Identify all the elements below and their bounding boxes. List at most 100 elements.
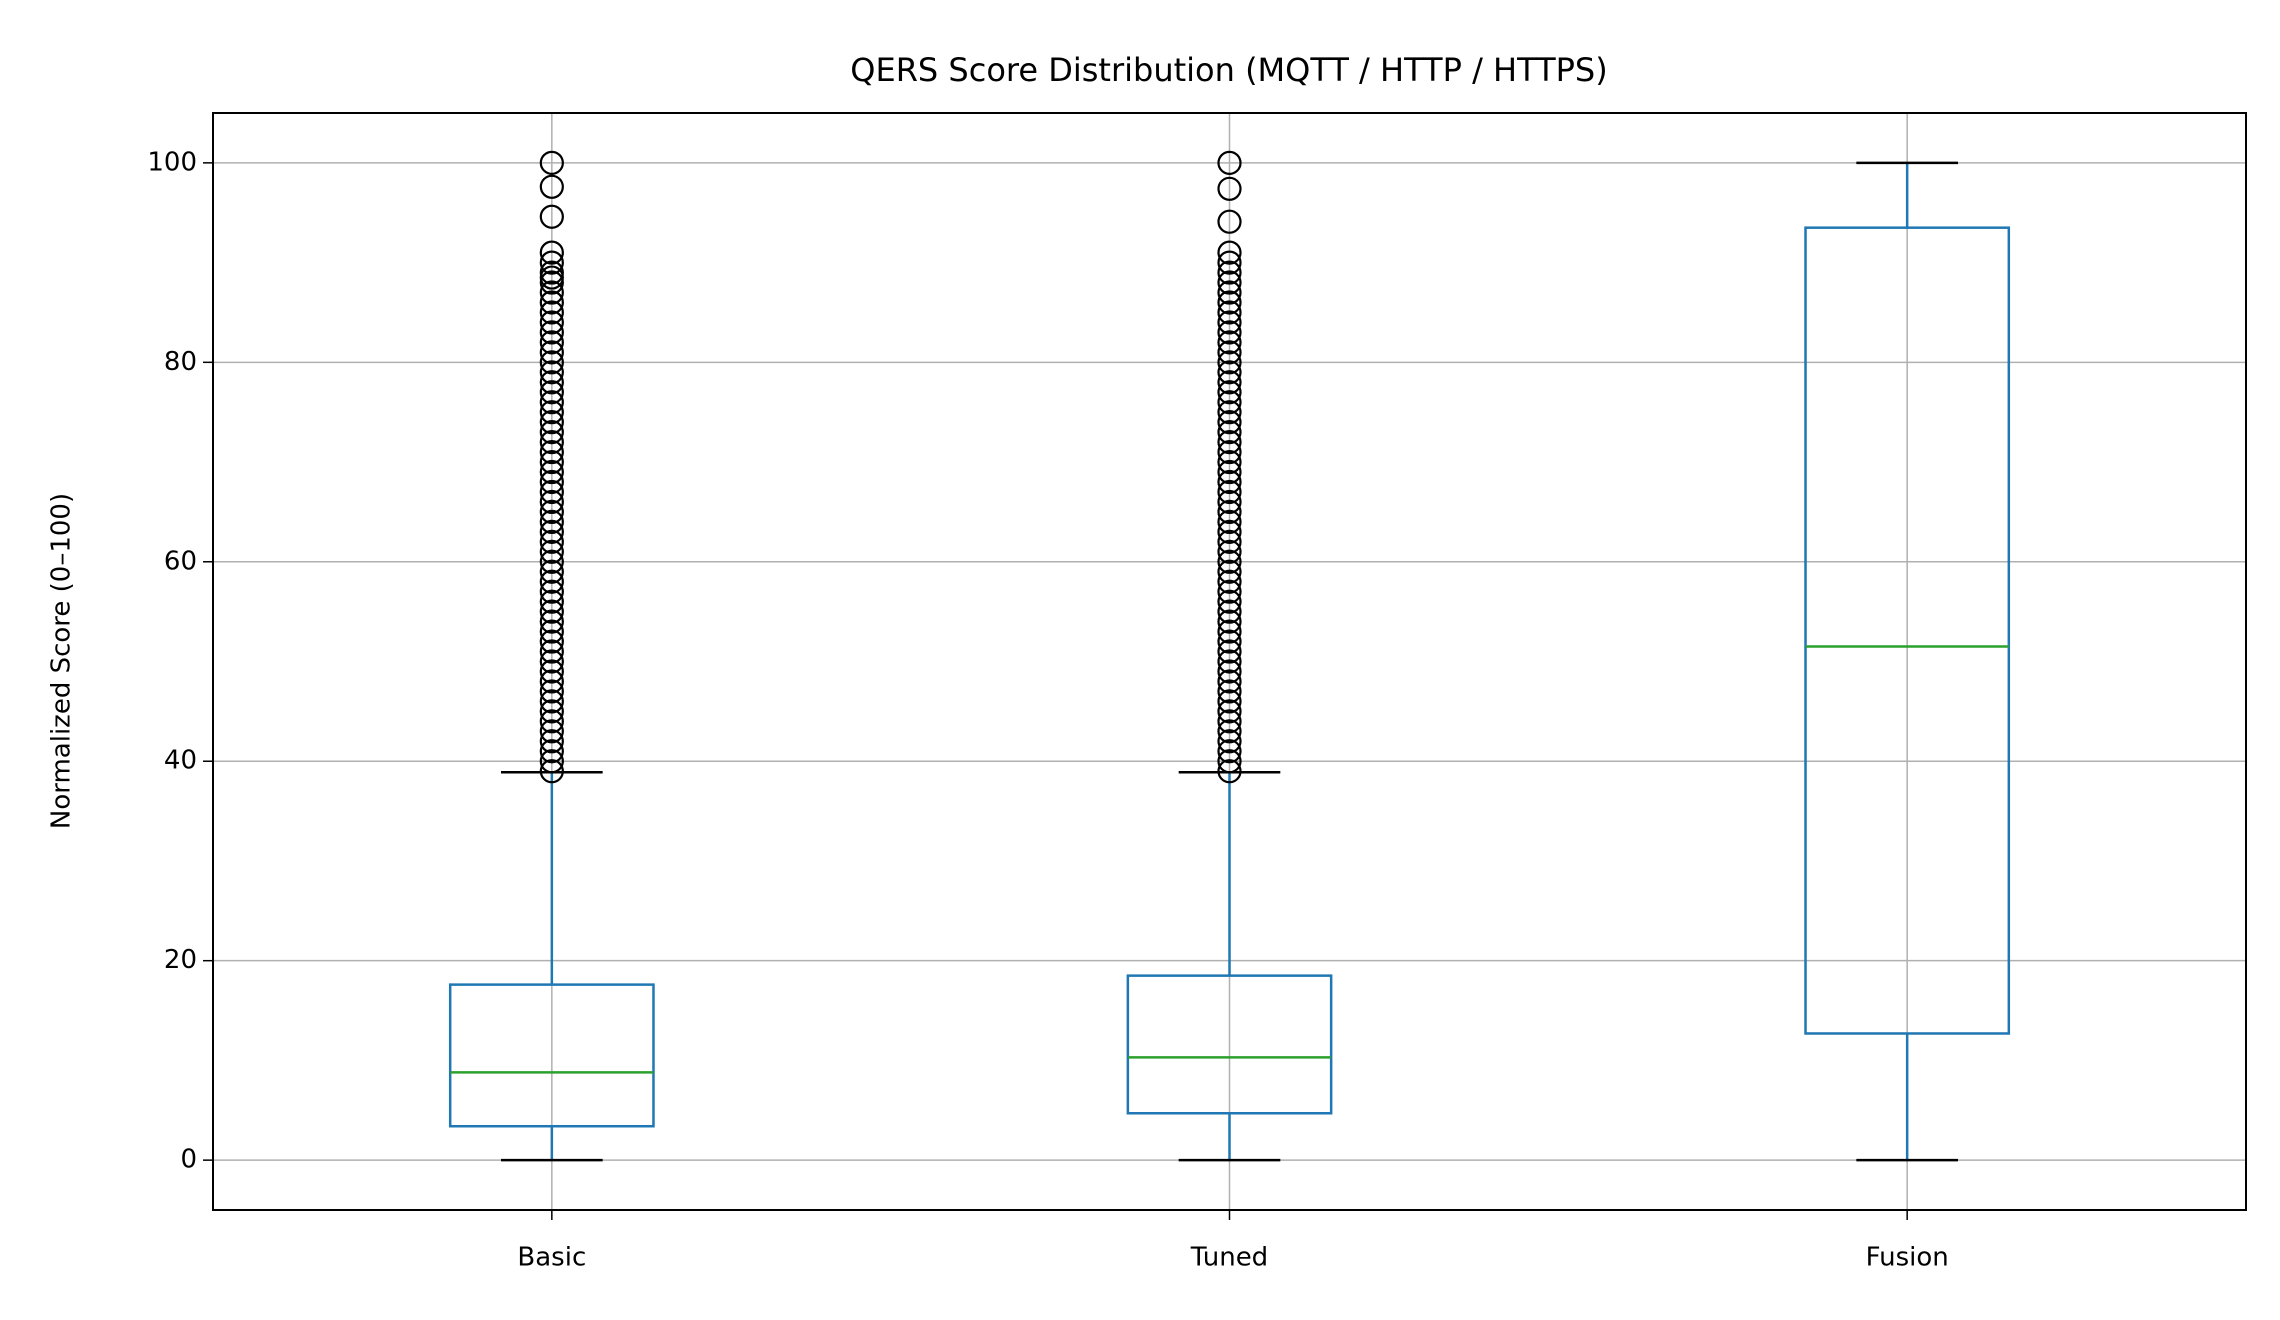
flier bbox=[539, 469, 564, 495]
flier bbox=[1217, 150, 1242, 175]
flier bbox=[1217, 529, 1242, 554]
flier bbox=[539, 250, 564, 275]
flier bbox=[539, 400, 564, 425]
y-tick-label: 20 bbox=[164, 945, 197, 975]
flier bbox=[539, 430, 564, 455]
flier bbox=[1217, 729, 1242, 754]
flier bbox=[1217, 509, 1242, 534]
flier bbox=[1217, 350, 1242, 375]
y-tick-label: 40 bbox=[164, 746, 197, 776]
flier bbox=[1217, 679, 1242, 704]
flier bbox=[1217, 459, 1242, 485]
flier bbox=[539, 260, 564, 285]
flier bbox=[1217, 270, 1242, 295]
flier bbox=[539, 589, 564, 614]
flier bbox=[539, 619, 564, 644]
flier bbox=[539, 300, 564, 325]
flier bbox=[1217, 699, 1242, 724]
flier bbox=[539, 599, 564, 624]
plot-frame bbox=[212, 112, 2247, 1211]
flier bbox=[1217, 430, 1242, 455]
flier bbox=[1217, 549, 1242, 574]
flier bbox=[539, 629, 564, 654]
flier bbox=[539, 330, 564, 355]
flier bbox=[539, 489, 564, 515]
flier bbox=[539, 150, 564, 175]
x-tick-label: Fusion bbox=[1866, 1243, 1949, 1273]
flier bbox=[539, 499, 564, 525]
y-tick-label: 100 bbox=[147, 147, 197, 177]
flier bbox=[1217, 240, 1242, 265]
flier bbox=[1217, 539, 1242, 564]
flier bbox=[1217, 749, 1242, 774]
y-tick-label: 60 bbox=[164, 546, 197, 576]
flier bbox=[539, 509, 564, 534]
flier bbox=[1217, 310, 1242, 335]
flier bbox=[1217, 439, 1242, 465]
y-axis-label: Normalized Score (0–100) bbox=[47, 493, 77, 829]
flier bbox=[1217, 400, 1242, 425]
flier bbox=[539, 759, 564, 784]
flier bbox=[539, 459, 564, 485]
flier bbox=[539, 699, 564, 724]
flier bbox=[539, 639, 564, 664]
flier bbox=[1217, 739, 1242, 764]
flier bbox=[1217, 599, 1242, 624]
flier bbox=[539, 479, 564, 505]
flier bbox=[539, 380, 564, 405]
box bbox=[448, 983, 655, 1128]
flier bbox=[1217, 479, 1242, 505]
flier bbox=[1217, 380, 1242, 405]
flier bbox=[539, 739, 564, 764]
flier bbox=[1217, 719, 1242, 744]
flier bbox=[1217, 209, 1242, 234]
flier bbox=[539, 649, 564, 674]
flier bbox=[539, 559, 564, 584]
flier bbox=[539, 689, 564, 714]
flier bbox=[1217, 176, 1242, 201]
flier bbox=[539, 204, 564, 229]
flier bbox=[1217, 330, 1242, 355]
flier bbox=[539, 340, 564, 365]
flier bbox=[539, 609, 564, 634]
flier bbox=[1217, 260, 1242, 285]
flier bbox=[539, 370, 564, 395]
flier bbox=[539, 749, 564, 774]
flier bbox=[539, 679, 564, 704]
flier bbox=[539, 659, 564, 684]
flier bbox=[1217, 629, 1242, 654]
box bbox=[1804, 226, 2011, 1035]
flier bbox=[1217, 609, 1242, 634]
flier bbox=[539, 390, 564, 415]
flier bbox=[539, 174, 564, 199]
flier bbox=[539, 709, 564, 734]
flier bbox=[539, 240, 564, 265]
flier bbox=[1217, 709, 1242, 734]
flier bbox=[1217, 370, 1242, 395]
flier bbox=[1217, 579, 1242, 604]
flier bbox=[1217, 340, 1242, 365]
flier bbox=[1217, 649, 1242, 674]
flier bbox=[539, 310, 564, 335]
flier bbox=[1217, 449, 1242, 475]
flier bbox=[1217, 559, 1242, 584]
flier bbox=[1217, 639, 1242, 664]
flier bbox=[1217, 469, 1242, 495]
flier bbox=[1217, 300, 1242, 325]
flier bbox=[1217, 589, 1242, 614]
flier bbox=[539, 420, 564, 445]
flier bbox=[1217, 390, 1242, 415]
y-tick-label: 0 bbox=[180, 1145, 197, 1175]
flier bbox=[1217, 410, 1242, 435]
flier bbox=[1217, 659, 1242, 684]
chart-title: QERS Score Distribution (MQTT / HTTP / H… bbox=[850, 51, 1607, 89]
flier bbox=[539, 410, 564, 435]
flier bbox=[1217, 250, 1242, 275]
flier bbox=[539, 729, 564, 754]
flier bbox=[1217, 619, 1242, 644]
flier bbox=[1217, 669, 1242, 694]
flier bbox=[1217, 420, 1242, 445]
flier bbox=[539, 519, 564, 544]
flier bbox=[539, 719, 564, 744]
flier bbox=[539, 360, 564, 385]
